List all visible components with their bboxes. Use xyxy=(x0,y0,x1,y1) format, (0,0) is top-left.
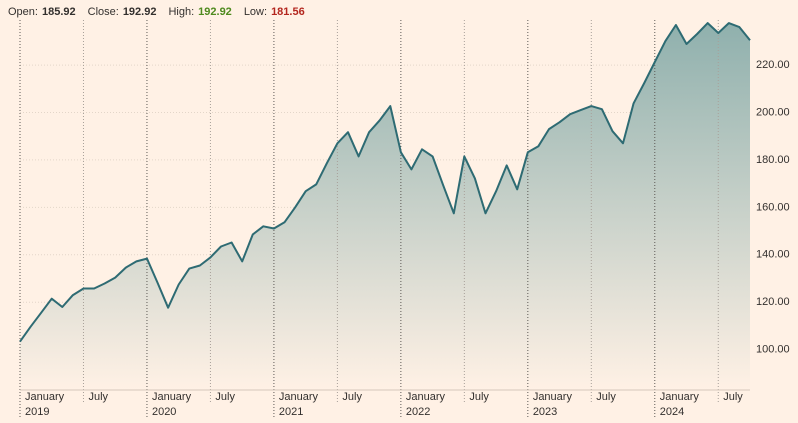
header-value: 192.92 xyxy=(123,6,157,18)
x-tick-label: January xyxy=(533,391,573,403)
y-tick-label: 180.00 xyxy=(756,154,790,166)
header-value: 185.92 xyxy=(42,6,76,18)
y-tick-label: 120.00 xyxy=(756,296,790,308)
y-tick-label: 160.00 xyxy=(756,201,790,213)
y-tick-label: 200.00 xyxy=(756,106,790,118)
area xyxy=(20,23,750,390)
x-tick-year: 2023 xyxy=(533,406,557,418)
x-tick-year: 2022 xyxy=(406,406,430,418)
x-tick-label: January xyxy=(406,391,446,403)
x-tick-label: January xyxy=(152,391,192,403)
y-tick-label: 100.00 xyxy=(756,344,790,356)
x-tick-label: July xyxy=(469,391,489,403)
y-tick-label: 220.00 xyxy=(756,59,790,71)
x-tick-label: January xyxy=(279,391,319,403)
x-tick-label: July xyxy=(215,391,235,403)
x-tick-year: 2019 xyxy=(25,406,49,418)
x-tick-year: 2021 xyxy=(279,406,303,418)
header-label: High: xyxy=(168,6,194,18)
header-value: 181.56 xyxy=(271,6,305,18)
x-tick-label: July xyxy=(342,391,362,403)
x-tick-label: July xyxy=(88,391,108,403)
x-tick-year: 2024 xyxy=(660,406,684,418)
header: Open: 185.92 Close: 192.92 High: 192.92 Low: 18… xyxy=(8,6,305,18)
x-tick-label: January xyxy=(25,391,65,403)
header-label: Low: xyxy=(244,6,267,18)
header-label: Close: xyxy=(88,6,119,18)
x-tick-year: 2020 xyxy=(152,406,176,418)
header-label: Open: xyxy=(8,6,38,18)
x-tick-label: July xyxy=(723,391,743,403)
x-tick-label: January xyxy=(660,391,700,403)
line xyxy=(19,22,751,343)
x-tick-label: July xyxy=(596,391,616,403)
header-value: 192.92 xyxy=(198,6,232,18)
y-tick-label: 140.00 xyxy=(756,249,790,261)
